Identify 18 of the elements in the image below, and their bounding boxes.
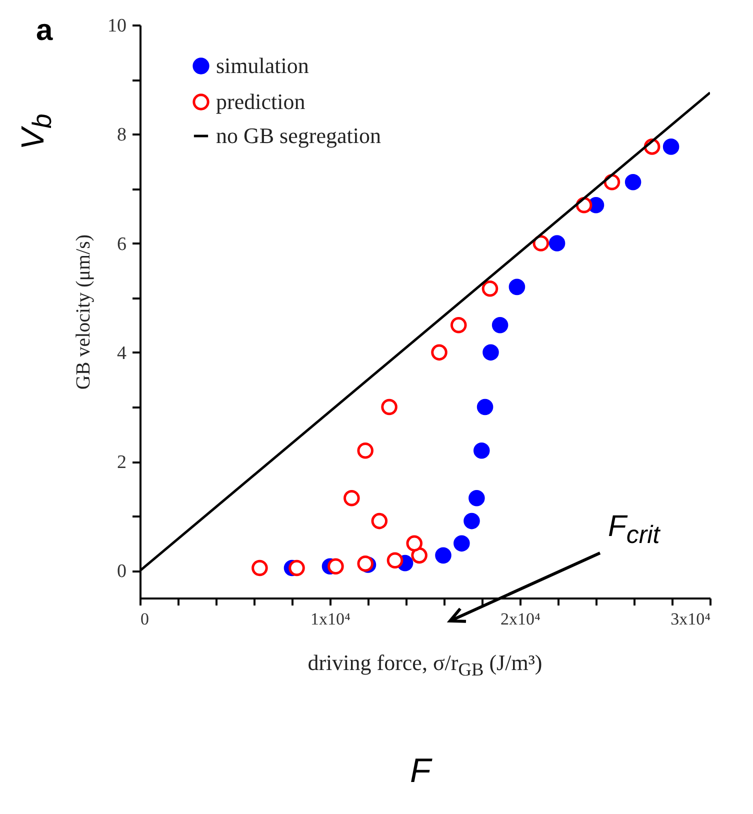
x-tick-label: 1x10⁴ xyxy=(310,610,351,628)
legend-label: no GB segregation xyxy=(216,123,381,148)
y-tick-label: 4 xyxy=(117,342,127,364)
y-tick-label: 10 xyxy=(108,16,126,36)
y-tick-label: 6 xyxy=(117,234,126,255)
legend-label: prediction xyxy=(216,89,306,114)
x-tick-label: 3x10⁴ xyxy=(670,610,711,628)
annotation: F$_{crit}$ xyxy=(608,510,660,550)
y-axis-title: GB velocity (μm/s) xyxy=(72,234,94,390)
y-tick-label: 0 xyxy=(117,561,126,582)
text: F xyxy=(410,752,431,791)
y-tick-label: 8 xyxy=(117,124,126,146)
x-tick-label: 2x10⁴ xyxy=(500,610,541,628)
text: a xyxy=(36,14,53,48)
y-tick-label: 2 xyxy=(117,452,126,474)
legend-label: simulation xyxy=(216,53,309,78)
x-tick-label: 0 xyxy=(140,610,149,628)
x-axis-title: driving force, σ/r$_{GB}$ (J/m³) xyxy=(306,650,544,680)
